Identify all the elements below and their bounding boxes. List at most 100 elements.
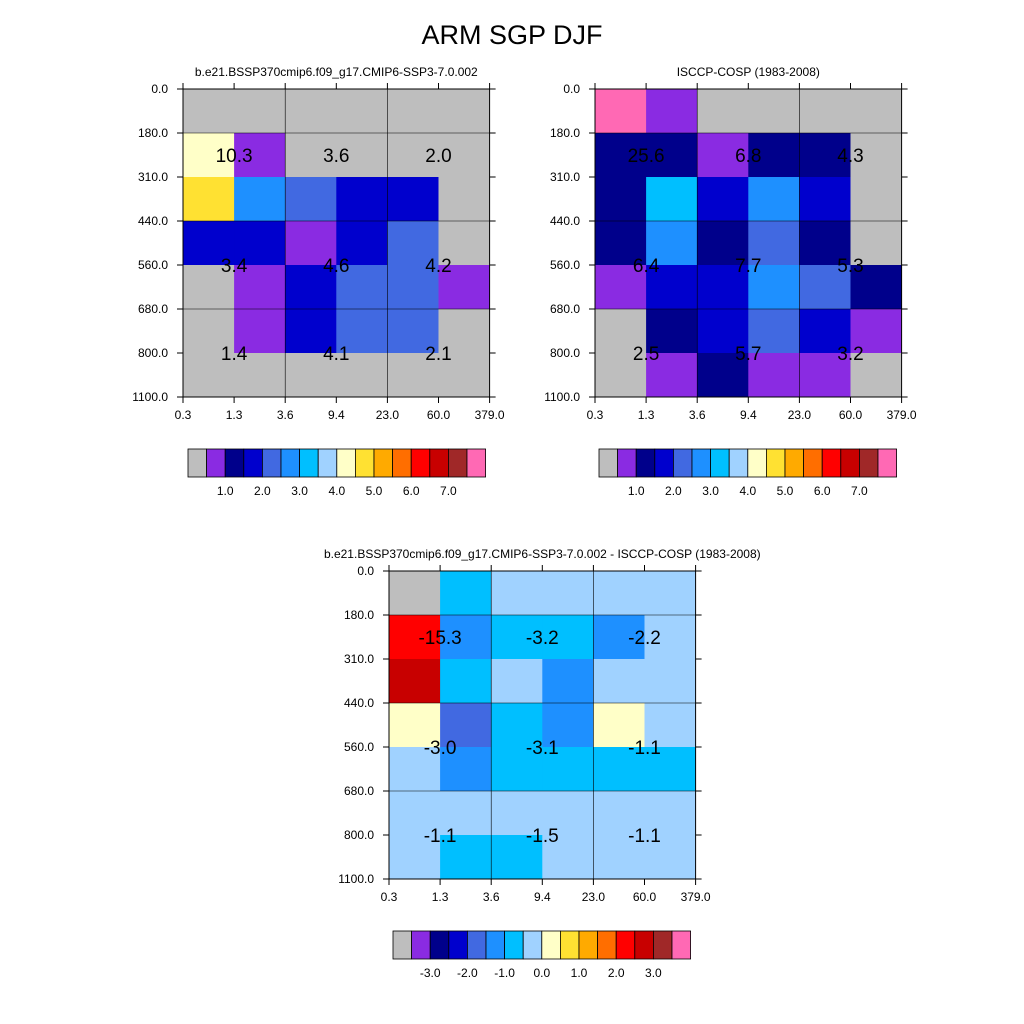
y-tick-label: 680.0 [550,302,580,316]
colorbar-swatch [840,448,860,478]
cell-value-label: 2.0 [425,146,451,167]
colorbar-swatch [691,448,712,478]
cell-value-label: 2.5 [633,344,659,365]
heatmap-cell [387,353,439,398]
heatmap-cell [595,265,647,310]
cell-value-label: 3.4 [221,256,248,277]
colorbar-swatch [821,448,842,478]
heatmap-cell [595,309,647,354]
cell-value-label: -3.0 [424,738,457,759]
colorbar-swatch [280,448,301,478]
x-tick-label: 1.3 [226,408,243,422]
colorbar-swatch [317,448,338,478]
colorbar-swatch [410,448,431,478]
heatmap-cell [646,221,698,266]
heatmap-cell [387,265,439,310]
heatmap-cell [748,309,800,354]
x-tick-label: 60.0 [633,890,657,904]
colorbar-swatch [354,448,375,478]
colorbar-swatch [784,448,805,478]
x-tick-label: 0.3 [381,890,398,904]
panel-title: b.e21.BSSP370cmip6.f09_g17.CMIP6-SSP3-7.… [324,547,761,561]
cell-value-label: -1.1 [628,738,661,759]
colorbar-label: -3.0 [420,966,441,980]
colorbar-label: 4.0 [739,484,756,498]
heatmap-cell [491,571,543,616]
figure-title: ARM SGP DJF [421,20,603,50]
x-tick-label: 3.6 [277,408,294,422]
heatmap-cell [387,309,439,354]
heatmap-cell [438,265,490,310]
colorbar-swatch [578,930,599,960]
heatmap-cell [595,353,647,398]
y-tick-label: 310.0 [344,652,374,666]
heatmap-cell [438,177,490,222]
cell-value-label: 5.7 [735,344,761,365]
colorbar-label: 1.0 [217,484,234,498]
heatmap-cell [285,89,337,134]
cell-value-label: 6.4 [633,256,660,277]
x-tick-label: 23.0 [582,890,606,904]
heatmap-cell [234,89,286,134]
colorbar-swatch [243,448,263,478]
x-tick-label: 3.6 [483,890,500,904]
heatmap-cell [285,309,337,354]
colorbar-label: 4.0 [328,484,345,498]
heatmap-cell [491,659,543,704]
heatmap-cell [593,659,645,704]
heatmap-cell [440,659,492,704]
colorbar-label: 2.0 [665,484,682,498]
heatmap-cell [440,747,492,792]
heatmap-cell [748,265,800,310]
y-tick-label: 800.0 [344,828,374,842]
heatmap-cell [593,703,645,748]
colorbar-swatch [615,930,636,960]
heatmap-cell [748,89,800,134]
colorbar-label: 7.0 [440,484,457,498]
heatmap-panel-3: b.e21.BSSP370cmip6.f09_g17.CMIP6-SSP3-7.… [324,547,761,980]
x-tick-label: 379.0 [681,890,711,904]
heatmap-cell [644,835,696,880]
heatmap-cell [644,791,696,836]
x-tick-label: 23.0 [788,408,812,422]
colorbar-swatch [261,448,282,478]
cell-value-label: -3.2 [526,628,559,649]
colorbar-label: 7.0 [851,484,868,498]
y-tick-label: 560.0 [344,740,374,754]
colorbar-label: 5.0 [777,484,794,498]
heatmap-cell [440,791,492,836]
heatmap-cell [542,791,594,836]
heatmap-cell [748,221,800,266]
cell-value-label: 6.8 [735,146,761,167]
heatmap-cell [285,133,337,178]
heatmap-cell [799,89,851,134]
x-tick-label: 379.0 [887,408,917,422]
heatmap-cell [389,835,441,880]
heatmap-cell [799,309,851,354]
heatmap-cell [850,133,902,178]
x-tick-label: 0.3 [175,408,192,422]
heatmap-cell [697,309,749,354]
heatmap-cell [850,89,902,134]
heatmap-cell [593,835,645,880]
cell-value-label: 7.7 [735,256,761,277]
heatmap-cell [748,177,800,222]
cell-value-label: 4.3 [837,146,863,167]
colorbar-swatch [206,448,226,478]
heatmap-cell [389,747,441,792]
heatmap-cell [542,703,594,748]
heatmap-cell [389,703,441,748]
heatmap-cell [595,89,647,134]
heatmap-cell [183,89,235,134]
cell-value-label: -1.1 [628,826,661,847]
heatmap-cell [748,133,800,178]
heatmap-cell [234,309,286,354]
colorbar-swatch [710,448,730,478]
x-tick-label: 3.6 [689,408,706,422]
colorbar: 1.0 2.0 3.0 4.0 5.0 6.0 7.0 [598,448,898,498]
heatmap-cell [646,353,698,398]
heatmap-cell [646,89,698,134]
heatmap-panel-1: b.e21.BSSP370cmip6.f09_g17.CMIP6-SSP3-7.… [132,65,505,498]
heatmap-cell [183,265,235,310]
colorbar-label: 3.0 [291,484,308,498]
